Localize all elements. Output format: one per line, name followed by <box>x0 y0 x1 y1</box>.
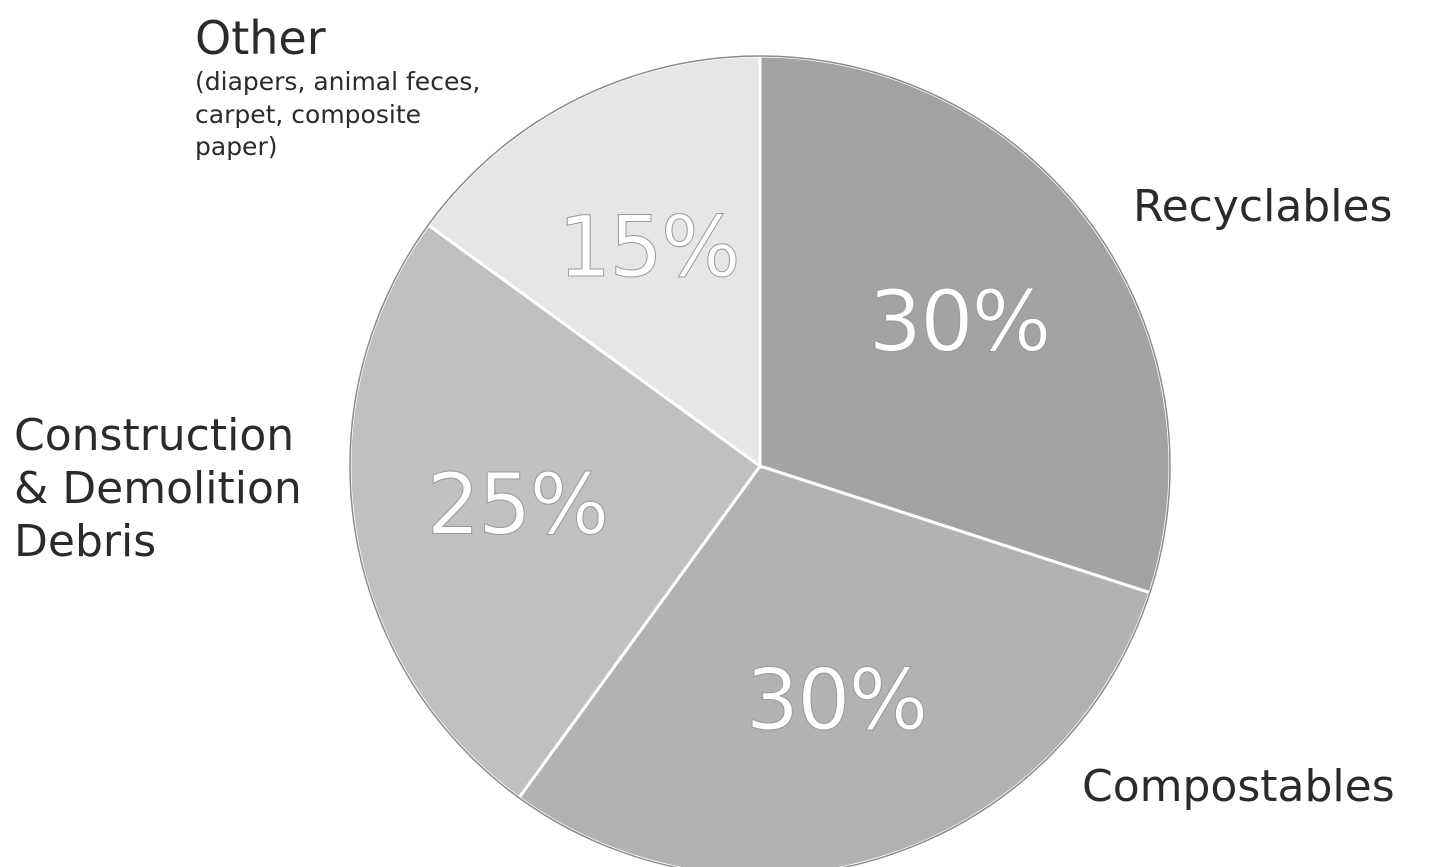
percent-label-other: 15% <box>558 198 739 296</box>
percent-label-construction: 25% <box>427 455 608 553</box>
percent-label-compostables: 30% <box>746 651 927 749</box>
label-compostables: Compostables <box>1082 761 1395 812</box>
percent-label-recyclables: 30% <box>869 272 1050 370</box>
pie-outline <box>349 55 1171 867</box>
label-recyclables: Recyclables <box>1133 181 1393 232</box>
pie-slices <box>348 54 1172 867</box>
label-other-note: (diapers, animal feces, carpet, composit… <box>195 67 481 162</box>
label-construction: Construction & Demolition Debris <box>14 410 302 567</box>
label-other: Other (diapers, animal feces, carpet, co… <box>195 14 480 164</box>
percent-labels: 30% 30% 25% 15% <box>426 197 1052 749</box>
label-other-title: Other <box>195 11 326 65</box>
